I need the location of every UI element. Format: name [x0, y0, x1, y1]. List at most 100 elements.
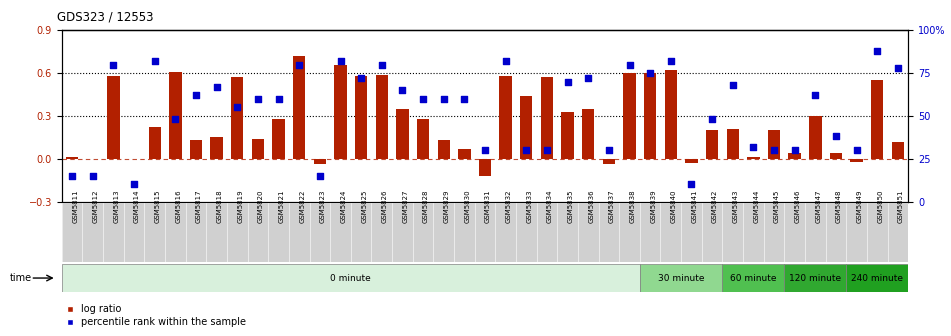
- Point: [209, 84, 224, 89]
- Text: 120 minute: 120 minute: [789, 274, 842, 283]
- Text: GSM5822: GSM5822: [300, 190, 305, 223]
- Bar: [62, 264, 640, 292]
- Text: GSM5848: GSM5848: [836, 190, 842, 223]
- Point: [333, 58, 348, 64]
- Point: [271, 96, 286, 101]
- Text: GSM5831: GSM5831: [485, 190, 491, 223]
- Bar: [252, 139, 264, 159]
- Point: [807, 93, 823, 98]
- Point: [705, 117, 720, 122]
- Bar: [376, 75, 388, 159]
- Text: GSM5849: GSM5849: [857, 190, 863, 223]
- Bar: [830, 153, 843, 159]
- Point: [746, 144, 761, 150]
- Text: GSM5836: GSM5836: [589, 190, 594, 223]
- Bar: [397, 109, 409, 159]
- Bar: [723, 264, 785, 292]
- Bar: [892, 142, 904, 159]
- Text: GDS323 / 12553: GDS323 / 12553: [57, 10, 153, 23]
- Point: [477, 148, 493, 153]
- Point: [147, 58, 163, 64]
- Point: [230, 105, 245, 110]
- Bar: [478, 159, 492, 176]
- Text: GSM5837: GSM5837: [609, 190, 615, 223]
- Text: GSM5832: GSM5832: [506, 190, 512, 223]
- Bar: [520, 96, 533, 159]
- Text: GSM5820: GSM5820: [258, 190, 264, 223]
- Text: GSM5838: GSM5838: [630, 190, 635, 223]
- Bar: [809, 116, 822, 159]
- Text: time: time: [10, 273, 31, 283]
- Bar: [871, 80, 883, 159]
- Text: GSM5827: GSM5827: [402, 190, 408, 223]
- Bar: [767, 130, 780, 159]
- Text: GSM5851: GSM5851: [898, 190, 903, 223]
- Bar: [640, 264, 723, 292]
- Bar: [603, 159, 615, 164]
- Point: [126, 182, 142, 187]
- Point: [416, 96, 431, 101]
- Bar: [561, 112, 573, 159]
- Bar: [644, 73, 656, 159]
- Text: GSM5811: GSM5811: [72, 190, 78, 223]
- Point: [539, 148, 554, 153]
- Bar: [169, 72, 182, 159]
- Text: GSM5843: GSM5843: [732, 190, 739, 223]
- Point: [106, 62, 121, 67]
- Text: GSM5841: GSM5841: [691, 190, 697, 223]
- Bar: [293, 56, 305, 159]
- Text: GSM5847: GSM5847: [815, 190, 822, 223]
- Bar: [785, 264, 846, 292]
- Text: GSM5833: GSM5833: [526, 190, 533, 223]
- Text: GSM5845: GSM5845: [774, 190, 780, 223]
- Bar: [846, 264, 908, 292]
- Text: GSM5814: GSM5814: [134, 190, 140, 223]
- Text: GSM5818: GSM5818: [217, 190, 223, 223]
- Text: GSM5825: GSM5825: [361, 190, 367, 223]
- Point: [456, 96, 472, 101]
- Text: GSM5815: GSM5815: [155, 190, 161, 223]
- Point: [250, 96, 265, 101]
- Bar: [727, 129, 739, 159]
- Point: [725, 82, 740, 88]
- Text: GSM5826: GSM5826: [381, 190, 388, 223]
- Bar: [66, 157, 78, 159]
- Bar: [850, 159, 863, 162]
- Point: [787, 148, 803, 153]
- Bar: [706, 130, 718, 159]
- Text: GSM5816: GSM5816: [175, 190, 182, 223]
- Bar: [623, 73, 635, 159]
- Text: 240 minute: 240 minute: [851, 274, 903, 283]
- Text: 0 minute: 0 minute: [330, 274, 371, 283]
- Text: GSM5819: GSM5819: [238, 190, 243, 223]
- Text: GSM5844: GSM5844: [753, 190, 760, 223]
- Text: GSM5846: GSM5846: [795, 190, 801, 223]
- Point: [374, 62, 389, 67]
- Point: [622, 62, 637, 67]
- Point: [890, 65, 905, 71]
- Text: GSM5835: GSM5835: [568, 190, 573, 223]
- Text: GSM5829: GSM5829: [444, 190, 450, 223]
- Bar: [355, 76, 367, 159]
- Text: 30 minute: 30 minute: [658, 274, 705, 283]
- Text: GSM5839: GSM5839: [650, 190, 656, 223]
- Bar: [417, 119, 429, 159]
- Bar: [335, 65, 347, 159]
- Text: 60 minute: 60 minute: [730, 274, 777, 283]
- Bar: [458, 149, 471, 159]
- Text: GSM5842: GSM5842: [712, 190, 718, 223]
- Bar: [499, 76, 512, 159]
- Text: GSM5850: GSM5850: [877, 190, 883, 223]
- Legend: log ratio, percentile rank within the sample: log ratio, percentile rank within the sa…: [62, 300, 250, 331]
- Text: GSM5828: GSM5828: [423, 190, 429, 223]
- Point: [354, 76, 369, 81]
- Bar: [107, 76, 120, 159]
- Bar: [541, 77, 553, 159]
- Text: GSM5824: GSM5824: [340, 190, 346, 223]
- Point: [643, 71, 658, 76]
- Point: [869, 48, 884, 53]
- Point: [663, 58, 678, 64]
- Point: [560, 79, 575, 84]
- Text: GSM5821: GSM5821: [279, 190, 284, 223]
- Point: [498, 58, 514, 64]
